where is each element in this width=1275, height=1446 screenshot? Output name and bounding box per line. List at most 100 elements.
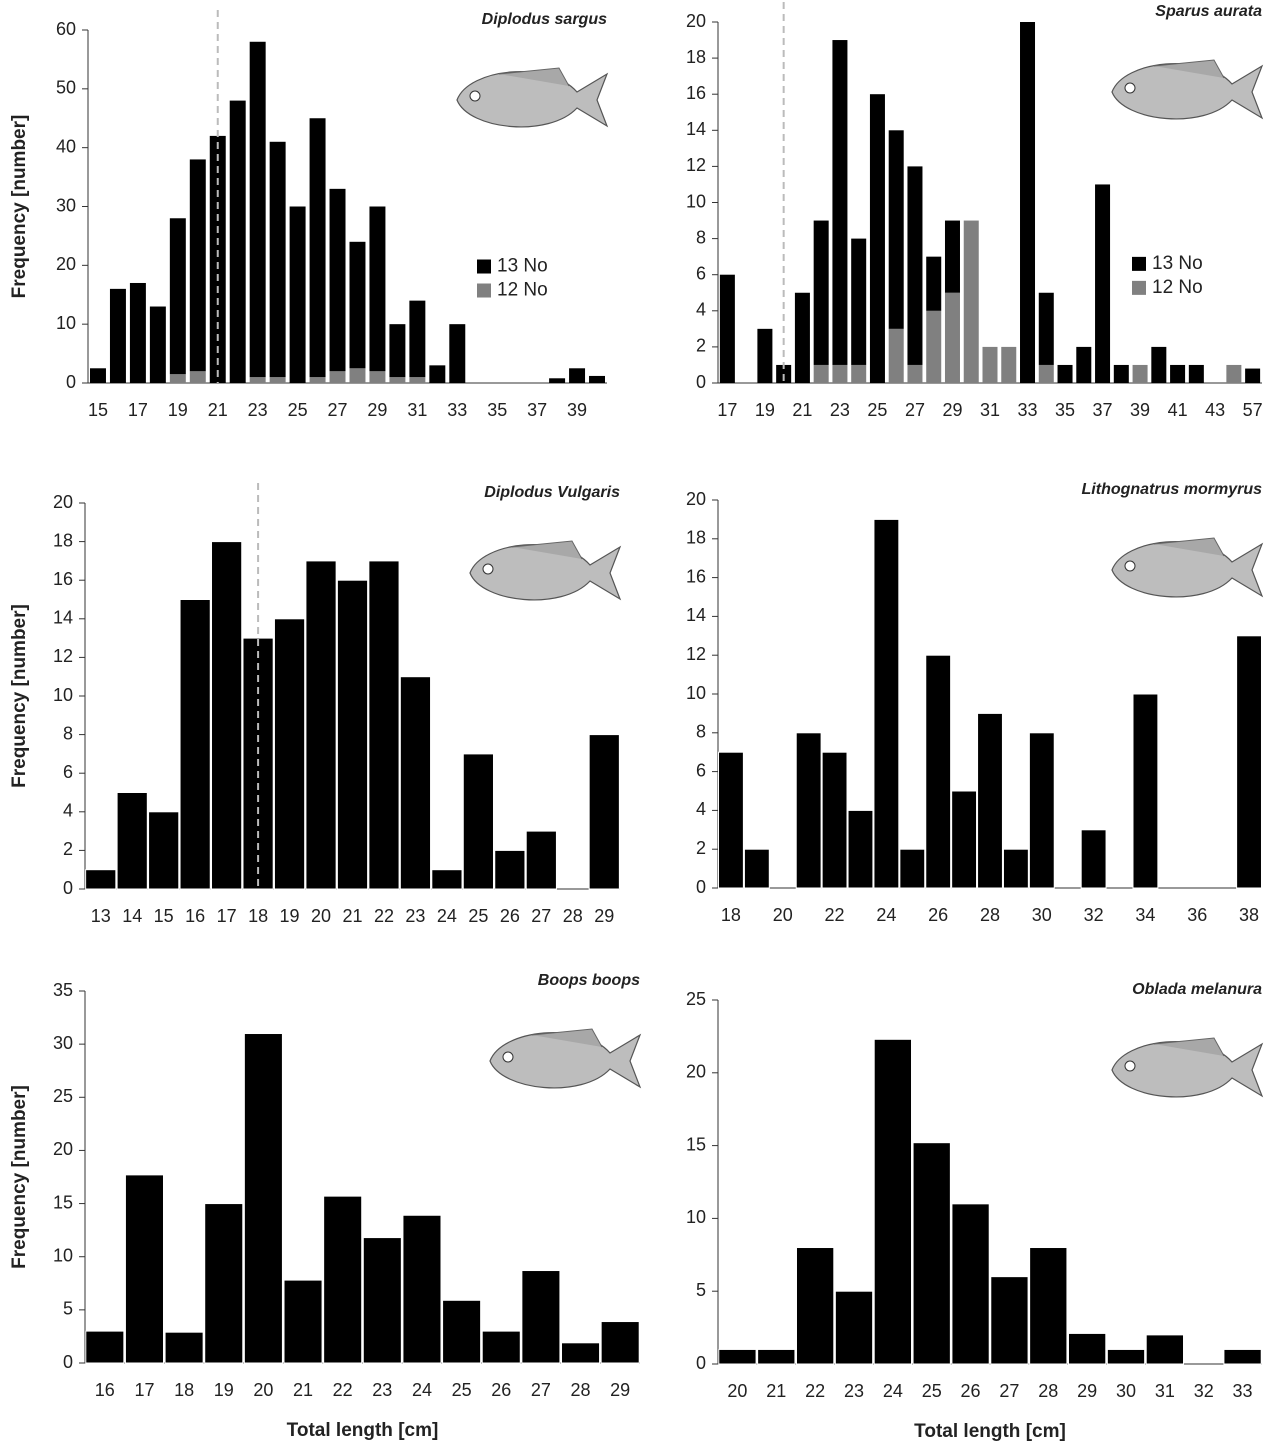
y-tick-label: 0 <box>63 878 73 898</box>
x-tick-label: 17 <box>134 1380 154 1400</box>
y-tick-label: 20 <box>53 1139 73 1159</box>
bar <box>284 1280 322 1363</box>
y-tick-label: 14 <box>686 119 706 139</box>
x-tick-label: 33 <box>447 400 467 420</box>
x-tick-label: 38 <box>1239 905 1259 925</box>
x-tick-label: 23 <box>372 1380 392 1400</box>
y-tick-label: 8 <box>63 723 73 743</box>
bar-segment <box>250 42 266 377</box>
bar-segment <box>1226 365 1241 383</box>
bar-segment <box>270 377 286 383</box>
y-axis-title: Frequency [number] <box>9 604 30 788</box>
bar <box>1029 733 1054 888</box>
y-tick-label: 2 <box>63 839 73 859</box>
y-tick-label: 30 <box>53 1033 73 1053</box>
x-tick-label: 23 <box>830 400 850 420</box>
y-tick-label: 60 <box>56 19 76 39</box>
bar-segment <box>1170 365 1185 383</box>
fish-body <box>490 1033 640 1088</box>
bar <box>874 519 899 888</box>
y-tick-label: 4 <box>63 801 73 821</box>
chart-title: Oblada melanura <box>1132 981 1262 998</box>
x-tick-label: 24 <box>412 1380 432 1400</box>
x-tick-label: 23 <box>405 906 425 926</box>
y-axis-title: Frequency [number] <box>9 115 30 299</box>
x-tick-label: 20 <box>311 906 331 926</box>
y-tick-label: 40 <box>56 136 76 156</box>
bar-segment <box>907 166 922 365</box>
bar-segment <box>1095 184 1110 383</box>
bar <box>244 1034 282 1363</box>
y-tick-label: 2 <box>696 838 706 858</box>
y-tick-label: 4 <box>696 799 706 819</box>
bar <box>463 754 493 889</box>
legend-label: 12 No <box>1152 277 1203 298</box>
y-tick-label: 8 <box>696 722 706 742</box>
x-tick-label: 26 <box>500 906 520 926</box>
bar-segment <box>389 377 405 383</box>
bar <box>952 791 977 888</box>
bar <box>1081 830 1106 888</box>
bar-segment <box>369 371 385 383</box>
bar-segment <box>349 368 365 383</box>
bar <box>848 810 873 888</box>
bar-segment <box>310 377 326 383</box>
x-tick-label: 14 <box>122 906 142 926</box>
legend-label: 13 No <box>497 256 548 277</box>
bar-segment <box>549 378 565 383</box>
x-tick-label: 24 <box>437 906 457 926</box>
chart-title: Diplodus sargus <box>482 11 607 28</box>
y-tick-label: 15 <box>686 1134 706 1154</box>
bar-segment <box>1039 293 1054 365</box>
y-tick-label: 6 <box>696 263 706 283</box>
x-tick-label: 31 <box>980 400 1000 420</box>
y-tick-label: 30 <box>56 195 76 215</box>
legend-label: 13 No <box>1152 253 1203 274</box>
bar-segment <box>230 101 246 383</box>
x-tick-label: 27 <box>999 1381 1019 1401</box>
bar-segment <box>720 275 735 383</box>
bar <box>180 600 210 890</box>
bar <box>86 870 116 889</box>
y-tick-label: 16 <box>686 566 706 586</box>
x-tick-label: 57 <box>1243 400 1263 420</box>
x-tick-label: 26 <box>961 1381 981 1401</box>
y-tick-label: 10 <box>686 683 706 703</box>
x-tick-label: 29 <box>1077 1381 1097 1401</box>
x-tick-label: 31 <box>1155 1381 1175 1401</box>
bar <box>1237 636 1262 888</box>
bar-segment <box>964 221 979 383</box>
bar-segment <box>190 159 206 371</box>
y-tick-label: 0 <box>696 1353 706 1373</box>
x-tick-label: 20 <box>253 1380 273 1400</box>
fish-body <box>470 545 620 600</box>
x-tick-label: 21 <box>792 400 812 420</box>
bar <box>822 752 847 888</box>
bar <box>1146 1335 1183 1364</box>
bar-segment <box>870 94 885 383</box>
bar <box>589 735 619 889</box>
x-tick-label: 43 <box>1205 400 1225 420</box>
bar-segment <box>409 377 425 383</box>
bar-segment <box>1151 347 1166 383</box>
y-tick-label: 16 <box>686 83 706 103</box>
x-tick-label: 18 <box>721 905 741 925</box>
x-tick-label: 29 <box>942 400 962 420</box>
bar-segment <box>889 329 904 383</box>
x-tick-label: 36 <box>1187 905 1207 925</box>
x-tick-label: 16 <box>95 1380 115 1400</box>
bar-segment <box>1076 347 1091 383</box>
bar <box>952 1204 989 1364</box>
x-tick-label: 17 <box>217 906 237 926</box>
bar <box>522 1271 560 1363</box>
bar <box>165 1332 203 1363</box>
bar-segment <box>90 368 106 383</box>
bar-segment <box>389 324 405 377</box>
bar <box>274 619 304 889</box>
fish-body <box>1112 542 1262 597</box>
bar-segment <box>330 371 346 383</box>
x-tick-label: 33 <box>1018 400 1038 420</box>
bar-segment <box>945 221 960 293</box>
bar-segment <box>814 221 829 365</box>
fish-illustration <box>490 1029 640 1088</box>
